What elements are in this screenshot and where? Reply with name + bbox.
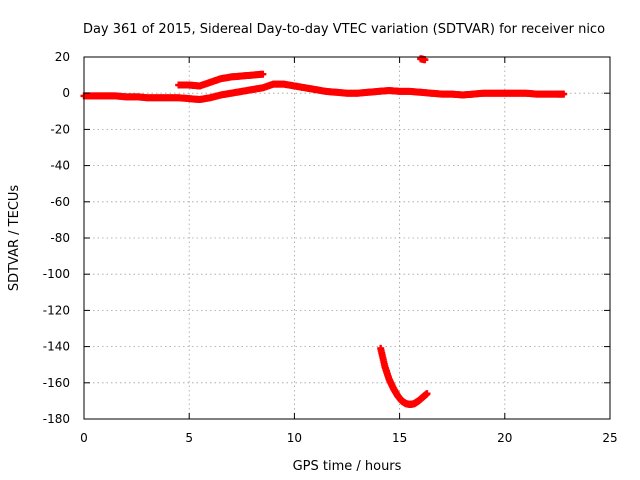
- data-point: [259, 70, 267, 78]
- y-tick-label: -40: [50, 159, 70, 173]
- y-tick-label: -140: [43, 340, 70, 354]
- y-tick-label: -160: [43, 376, 70, 390]
- axis-ticks: 0 5 10 15 20 25 20 0 -20 -40 -60 -80 -100 -120 -140 -16…: [43, 50, 618, 445]
- x-tick-label: 5: [185, 431, 193, 445]
- series-main-band: [80, 80, 568, 104]
- x-tick-label: 25: [602, 431, 617, 445]
- x-tick-label: 10: [287, 431, 302, 445]
- plot-frame: [83, 56, 611, 420]
- y-tick-label: -60: [50, 195, 70, 209]
- x-tick-label: 15: [392, 431, 407, 445]
- series-low-dip: [377, 344, 431, 409]
- y-tick-label: 20: [55, 50, 70, 64]
- data-points: [80, 55, 568, 409]
- grid: [84, 57, 610, 419]
- y-tick-label: -120: [43, 303, 70, 317]
- x-axis-label: GPS time / hours: [293, 459, 402, 474]
- data-point: [560, 90, 568, 98]
- data-point: [423, 390, 431, 398]
- y-tick-label: -100: [43, 267, 70, 281]
- x-tick-label: 0: [80, 431, 88, 445]
- y-tick-label: -80: [50, 231, 70, 245]
- y-tick-label: 0: [62, 86, 70, 100]
- chart-title: Day 361 of 2015, Sidereal Day-to-day VTE…: [83, 22, 605, 37]
- series-upper-arc: [175, 70, 267, 90]
- x-tick-label: 20: [497, 431, 512, 445]
- y-tick-label: -180: [43, 412, 70, 426]
- y-tick-label: -20: [50, 122, 70, 136]
- y-axis-label: SDTVAR / TECUs: [7, 185, 22, 292]
- series-outlier: [417, 55, 429, 64]
